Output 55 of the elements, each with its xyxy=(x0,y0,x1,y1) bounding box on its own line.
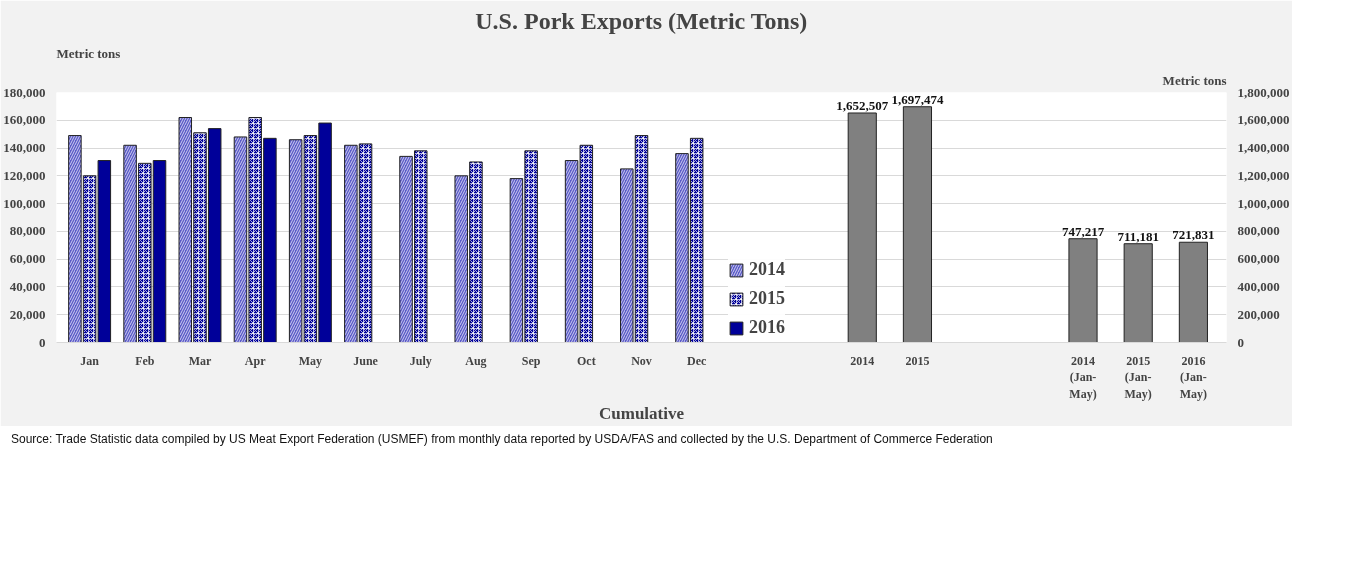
x-tick-label: 2014 xyxy=(850,353,875,368)
y-tick-label: 40,000 xyxy=(9,278,46,294)
x-tick-label: 2015 xyxy=(905,353,930,368)
x-tick-label: Nov xyxy=(631,353,652,368)
x-tick-label: May xyxy=(298,353,323,368)
y-tick-label: 60,000 xyxy=(9,251,46,267)
legend-label: 2015 xyxy=(749,288,785,309)
bar xyxy=(1068,238,1098,343)
y-tick-label: 20,000 xyxy=(9,306,46,322)
y2-tick-label: 1,000,000 xyxy=(1237,195,1290,211)
y2-tick-label: 0 xyxy=(1237,334,1244,350)
y-tick-label: 160,000 xyxy=(3,112,46,128)
y2-tick-label: 1,600,000 xyxy=(1237,112,1290,128)
x-tick-label: Mar xyxy=(188,353,212,368)
y2-tick-label: 600,000 xyxy=(1237,251,1280,267)
x-tick-label: July xyxy=(409,353,432,368)
y2-tick-label: 200,000 xyxy=(1237,306,1280,322)
y-tick-label: 0 xyxy=(39,334,46,350)
y-axis-title: Metric tons xyxy=(56,45,121,61)
legend-label: 2016 xyxy=(749,317,785,338)
x-tick-label: Sep xyxy=(521,353,541,368)
y2-axis-title: Metric tons xyxy=(1162,72,1227,88)
legend-label: 2014 xyxy=(749,259,785,280)
data-label: 721,831 xyxy=(1172,227,1215,243)
y-tick-label: 80,000 xyxy=(9,223,46,239)
y2-tick-label: 1,200,000 xyxy=(1237,167,1290,183)
y2-tick-label: 400,000 xyxy=(1237,278,1280,294)
y2-tick-label: 800,000 xyxy=(1237,223,1280,239)
bar xyxy=(847,112,877,343)
y2-tick-label: 1,400,000 xyxy=(1237,140,1290,156)
x-tick-label: Apr xyxy=(244,353,267,368)
y2-tick-label: 1,800,000 xyxy=(1237,84,1290,100)
x-tick-label: Jan xyxy=(80,353,100,368)
bar xyxy=(1178,241,1208,343)
x-axis-title: Cumulative xyxy=(599,404,685,424)
bar xyxy=(902,106,933,343)
data-label: 1,697,474 xyxy=(891,91,944,107)
x-tick-label: 2015 (Jan-May) xyxy=(1124,353,1152,402)
data-label: 1,652,507 xyxy=(836,97,889,113)
x-tick-label: Feb xyxy=(135,353,155,368)
y-tick-label: 120,000 xyxy=(3,167,46,183)
x-tick-label: Oct xyxy=(576,353,596,368)
x-tick-label: Dec xyxy=(687,353,708,368)
y-tick-label: 140,000 xyxy=(3,140,46,156)
chart-title: U.S. Pork Exports (Metric Tons) xyxy=(475,7,808,34)
data-label: 747,217 xyxy=(1061,223,1105,239)
data-label: 711,181 xyxy=(1117,228,1159,244)
y-tick-label: 180,000 xyxy=(3,84,46,100)
x-tick-label: Aug xyxy=(465,353,487,368)
y-tick-label: 100,000 xyxy=(3,195,46,211)
source-note: Source: Trade Statistic data compiled by US Meat Export Federation (USMEF) from monthly data reported by USDA/FAS and collected by the U.S. Department of Commerce Federation xyxy=(11,431,993,448)
bar xyxy=(1123,243,1153,343)
x-tick-label: 2014 (Jan-May) xyxy=(1069,353,1097,402)
x-tick-label: June xyxy=(353,353,379,368)
x-tick-label: 2016 (Jan-May) xyxy=(1179,353,1208,402)
